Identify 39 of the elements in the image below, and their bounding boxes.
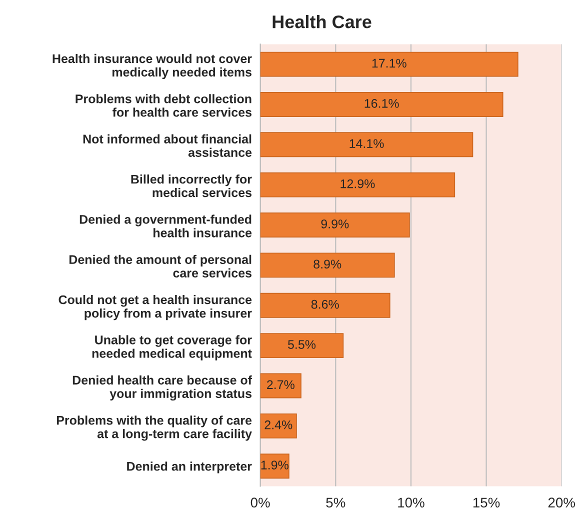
y-tick-label: Not informed about financial assistance [83, 134, 252, 157]
x-tick-label: 5% [326, 498, 346, 508]
data-label: 16.1% [364, 98, 399, 108]
bar [260, 413, 297, 438]
y-tick-label: Denied health care because of your immigration status [72, 375, 252, 401]
bar [260, 252, 395, 278]
bar [260, 172, 456, 198]
y-tick-label: Unable to get coverage for needed medical equipment [92, 335, 252, 360]
y-tick-label: Denied the amount of personal care services [69, 254, 252, 278]
bar [260, 454, 290, 479]
bar [260, 52, 518, 77]
y-tick-label: Denied an interpreter [127, 462, 252, 474]
x-tick-label: 20% [548, 498, 576, 508]
data-label: 1.9% [261, 460, 288, 470]
data-label: 2.7% [267, 380, 294, 390]
bar [260, 92, 504, 117]
y-tick-label: Could not get a health insurance policy from a private insurer [58, 295, 252, 320]
x-tick-label: 10% [398, 498, 424, 508]
y-tick-label: Problems with debt collection for health care services [76, 94, 252, 117]
y-tick-label: Problems with the quality of care at a long-term care facility [56, 416, 252, 441]
data-label: 5.5% [288, 340, 316, 349]
x-tick-label: 0% [250, 498, 270, 508]
data-label: 17.1% [372, 58, 406, 68]
x-tick-label: 15% [473, 498, 500, 508]
y-tick-label: Denied a government-funded health insurance [80, 214, 252, 238]
y-tick-label: Health insurance would not cover medically needed items [52, 54, 252, 80]
y-tick-label: Billed incorrectly for medical services [131, 174, 252, 198]
bar [260, 212, 410, 238]
bar [260, 373, 302, 398]
data-label: 12.9% [340, 179, 375, 188]
chart-title: Health Care [272, 14, 372, 28]
data-label: 2.4% [264, 420, 292, 430]
data-label: 8.6% [311, 300, 339, 309]
data-label: 9.9% [321, 220, 349, 228]
bar [260, 292, 390, 318]
bar [260, 333, 344, 358]
data-label: 14.1% [350, 139, 384, 148]
data-label: 8.9% [314, 260, 342, 269]
bar [260, 132, 474, 158]
